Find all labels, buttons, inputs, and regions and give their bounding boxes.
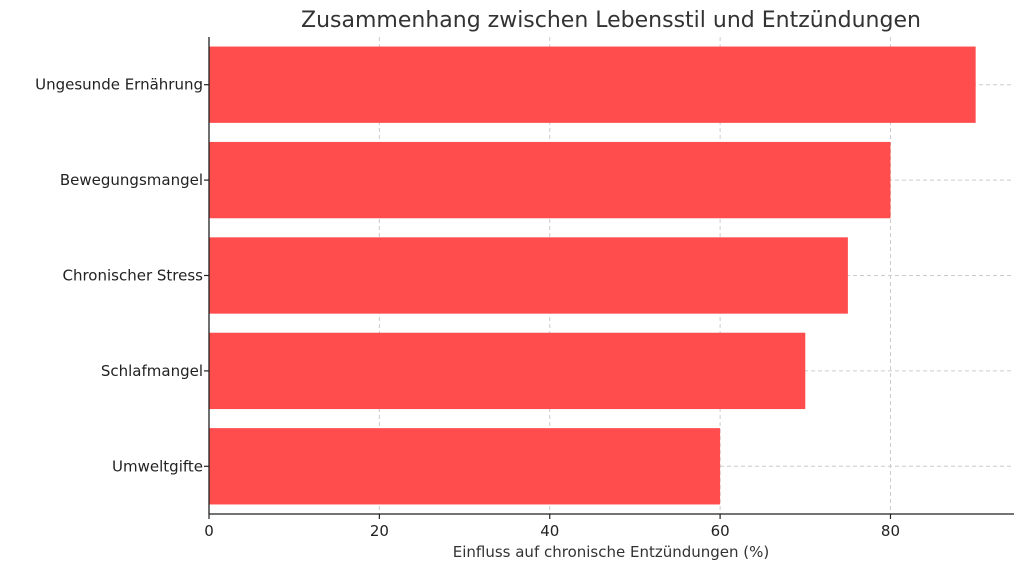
x-tick-label: 80: [881, 522, 900, 540]
bar-umweltgifte: [209, 428, 721, 505]
y-tick-label: Ungesunde Ernährung: [35, 76, 203, 94]
x-tick-label: 20: [370, 522, 389, 540]
bar-ungesunde-ernährung: [209, 46, 976, 123]
bars: [209, 46, 976, 505]
bar-schlafmangel: [209, 332, 806, 410]
y-tick-label: Umweltgifte: [112, 457, 203, 475]
x-tick-label: 0: [204, 522, 214, 540]
x-tick-label: 40: [540, 522, 559, 540]
x-axis-label: Einfluss auf chronische Entzündungen (%): [453, 543, 770, 561]
bar-chronischer-stress: [209, 237, 848, 314]
x-axis-ticks: 0 20 40 60 80: [204, 514, 900, 540]
y-tick-label: Chronischer Stress: [62, 267, 203, 285]
y-tick-label: Schlafmangel: [101, 362, 203, 380]
chart-title: Zusammenhang zwischen Lebensstil und Ent…: [301, 8, 921, 33]
y-axis-tick-labels: Ungesunde Ernährung Bewegungsmangel Chroni…: [35, 76, 209, 475]
bar-bewegungsmangel: [209, 141, 891, 219]
y-tick-label: Bewegungsmangel: [60, 171, 203, 189]
x-tick-label: 60: [711, 522, 730, 540]
